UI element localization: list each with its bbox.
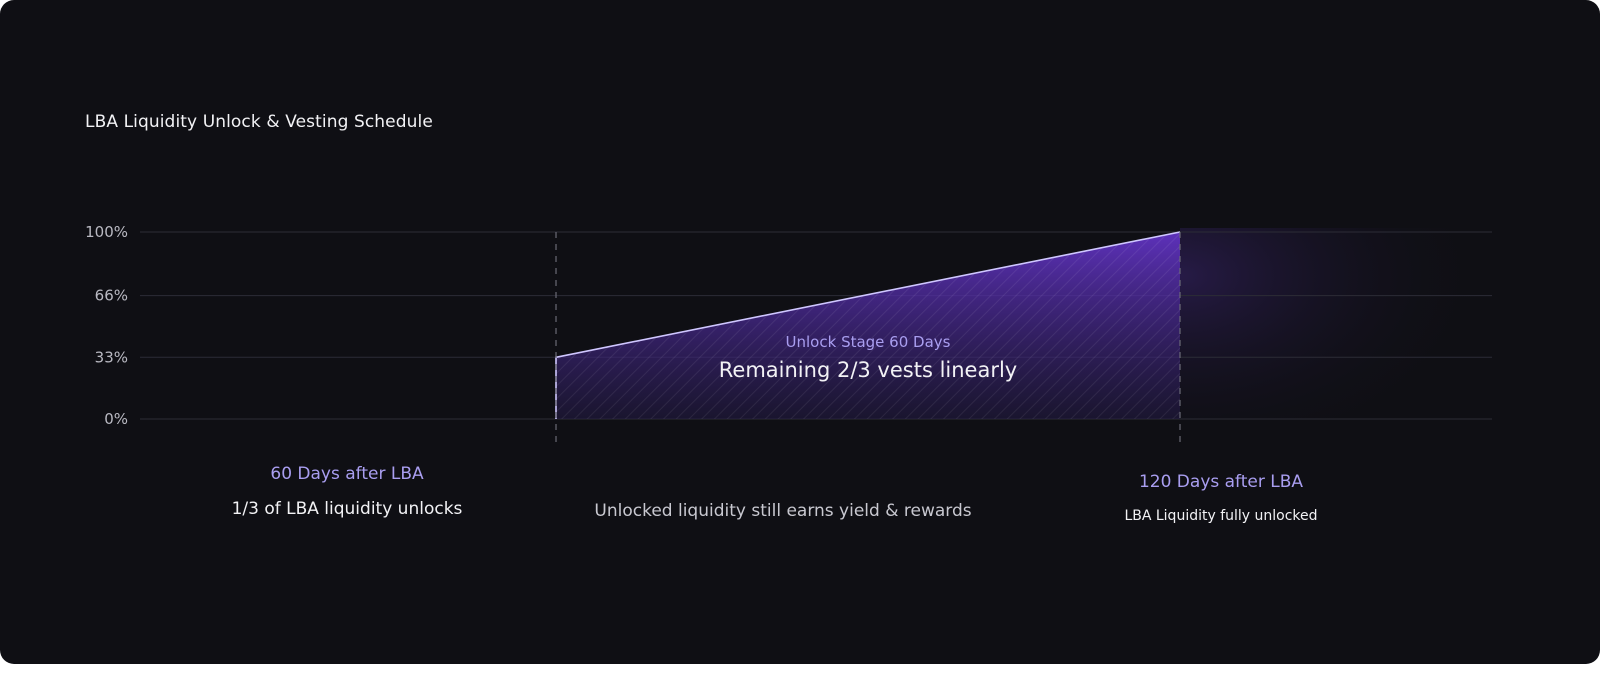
vesting-chart: 0% 33% 66% 100% Unlock Stage 60 Days Remaini… xyxy=(85,223,1492,445)
marker-120-label: LBA Liquidity fully unlocked xyxy=(1124,508,1318,524)
glow-region xyxy=(1180,228,1492,419)
chart-title: LBA Liquidity Unlock & Vesting Schedule xyxy=(85,112,433,132)
stage-heading: Unlock Stage 60 Days xyxy=(786,333,951,351)
y-tick-label: 33% xyxy=(95,348,128,366)
y-tick-label: 66% xyxy=(95,287,128,305)
vesting-area-hatch xyxy=(556,232,1180,419)
marker-120-heading: 120 Days after LBA xyxy=(1138,472,1304,492)
marker-60-label: 1/3 of LBA liquidity unlocks xyxy=(231,499,463,519)
footnote-text: Unlocked liquidity still earns yield & r… xyxy=(594,501,972,521)
y-tick-label: 0% xyxy=(104,410,128,428)
stage-label: Remaining 2/3 vests linearly xyxy=(719,358,1017,382)
marker-60-heading: 60 Days after LBA xyxy=(270,464,424,484)
y-tick-label: 100% xyxy=(85,223,128,241)
chart-card: LBA Liquidity Unlock & Vesting Schedule … xyxy=(0,0,1600,664)
